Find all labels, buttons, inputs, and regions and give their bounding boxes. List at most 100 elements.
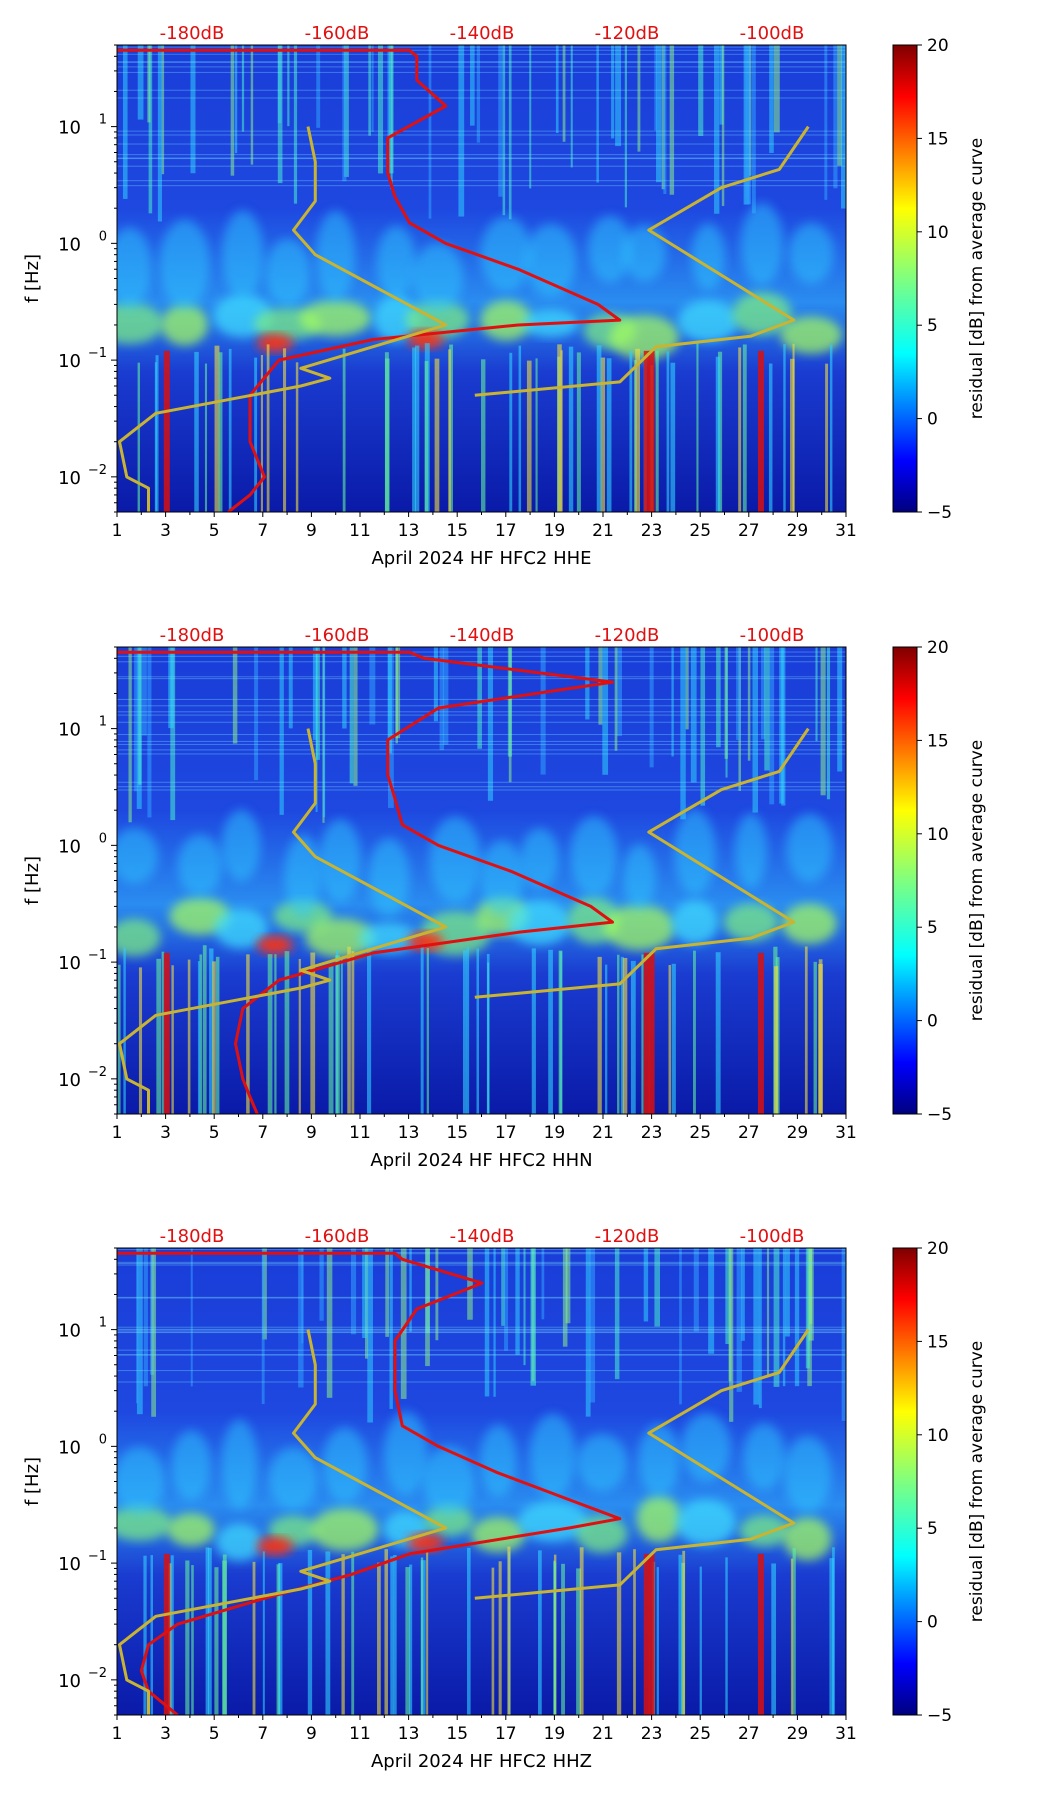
hf-streak: [387, 647, 392, 754]
hf-streak: [794, 1248, 800, 1387]
secondary-blob: [576, 1433, 627, 1492]
top-db-label: -100dB: [740, 625, 805, 646]
top-db-label: -140dB: [450, 23, 515, 44]
hf-line: [117, 157, 846, 159]
x-tick-label: 1: [112, 1123, 123, 1143]
hf-streak: [693, 1248, 699, 1332]
secondary-blob: [171, 1430, 211, 1502]
lf-streak: [738, 347, 742, 512]
hf-streak: [773, 45, 780, 133]
x-tick-label: 13: [398, 1123, 420, 1143]
microseism-blob: [609, 315, 680, 360]
hf-streak: [316, 647, 320, 760]
lf-streak: [561, 1563, 565, 1715]
y-tick-exponent: 0: [99, 831, 107, 846]
hf-line: [117, 1354, 846, 1356]
secondary-blob: [319, 819, 362, 903]
noise-model-low-line: [118, 1329, 448, 1715]
hf-streak: [562, 45, 566, 142]
hf-streak: [504, 1248, 509, 1351]
hf-streak: [312, 647, 318, 740]
hf-streak: [654, 45, 657, 131]
lf-streak: [656, 1567, 659, 1715]
hf-streak: [570, 45, 573, 168]
hf-streak: [377, 45, 384, 174]
hf-line: [117, 781, 846, 783]
lf-streak: [629, 350, 633, 512]
hf-streak: [501, 1248, 506, 1326]
hf-line: [117, 49, 846, 51]
secondary-blob: [429, 816, 482, 903]
hf-streak: [841, 1248, 846, 1421]
x-tick-label: 3: [160, 1123, 171, 1143]
hf-streak: [400, 1248, 407, 1399]
lf-streak: [252, 1561, 256, 1715]
top-db-label: -160dB: [305, 23, 370, 44]
hf-streak: [493, 1248, 496, 1397]
hf-streak: [833, 45, 838, 189]
x-tick-label: 9: [306, 521, 317, 541]
lf-streak: [616, 1552, 622, 1715]
lf-streak: [215, 956, 220, 1114]
hf-line: [117, 71, 846, 73]
lf-streak: [276, 1564, 280, 1715]
hf-streak: [433, 647, 438, 722]
hf-streak: [614, 647, 618, 751]
lf-streak: [310, 952, 316, 1114]
hf-streak: [241, 45, 245, 132]
top-db-label: -180dB: [160, 625, 225, 646]
hf-streak: [508, 45, 512, 220]
hf-streak: [781, 647, 786, 806]
secondary-blob: [691, 223, 725, 291]
hf-streak: [476, 45, 481, 143]
lf-streak: [194, 351, 199, 512]
hf-streak: [508, 647, 512, 783]
secondary-blob: [268, 1447, 319, 1510]
lf-streak: [420, 1557, 424, 1715]
colorbar-label: residual [dB] from average curve: [967, 740, 987, 1021]
secondary-blob: [529, 1413, 576, 1499]
hf-streak: [362, 1248, 367, 1338]
lf-streak: [170, 1555, 174, 1715]
hf-streak: [190, 45, 196, 174]
lf-streak: [161, 951, 165, 1114]
lf-streak: [191, 1565, 194, 1715]
hf-streak: [808, 1248, 814, 1341]
hf-line: [117, 786, 846, 788]
lf-streak: [792, 1548, 796, 1715]
hf-streak: [685, 647, 689, 730]
lf-streak: [325, 1551, 331, 1715]
lf-streak: [412, 347, 416, 512]
hf-streak: [815, 647, 818, 742]
microseism-blob: [117, 302, 164, 344]
x-axis-label: April 2024 HF HFC2 HHE: [371, 548, 591, 569]
secondary-blob: [480, 216, 532, 292]
secondary-blob: [117, 1446, 165, 1514]
event-column: [757, 952, 764, 1114]
lf-streak: [214, 345, 220, 512]
y-tick-label: 10: [58, 118, 81, 139]
hf-streak: [439, 647, 445, 751]
secondary-blob: [734, 813, 767, 888]
hf-streak: [562, 1248, 568, 1347]
hf-streak: [487, 647, 494, 801]
lf-streak: [295, 362, 299, 512]
hf-streak: [371, 45, 374, 133]
colorbar-tick-label: 20: [927, 638, 949, 658]
hf-streak: [498, 45, 503, 197]
colorbar-tick-label: 15: [927, 1332, 949, 1352]
lf-streak: [682, 1550, 686, 1715]
hf-streak: [616, 647, 622, 737]
lf-streak: [829, 1558, 835, 1715]
hf-streak: [541, 1248, 545, 1320]
hf-streak: [669, 45, 675, 195]
hf-streak: [661, 45, 665, 190]
hf-streak: [782, 1248, 786, 1387]
hf-streak: [773, 1248, 780, 1387]
event-column: [163, 350, 170, 512]
hot-spot: [256, 936, 293, 955]
noise-model-high-line: [474, 1328, 810, 1600]
hf-streak: [837, 647, 843, 772]
secondary-blob: [376, 225, 416, 300]
